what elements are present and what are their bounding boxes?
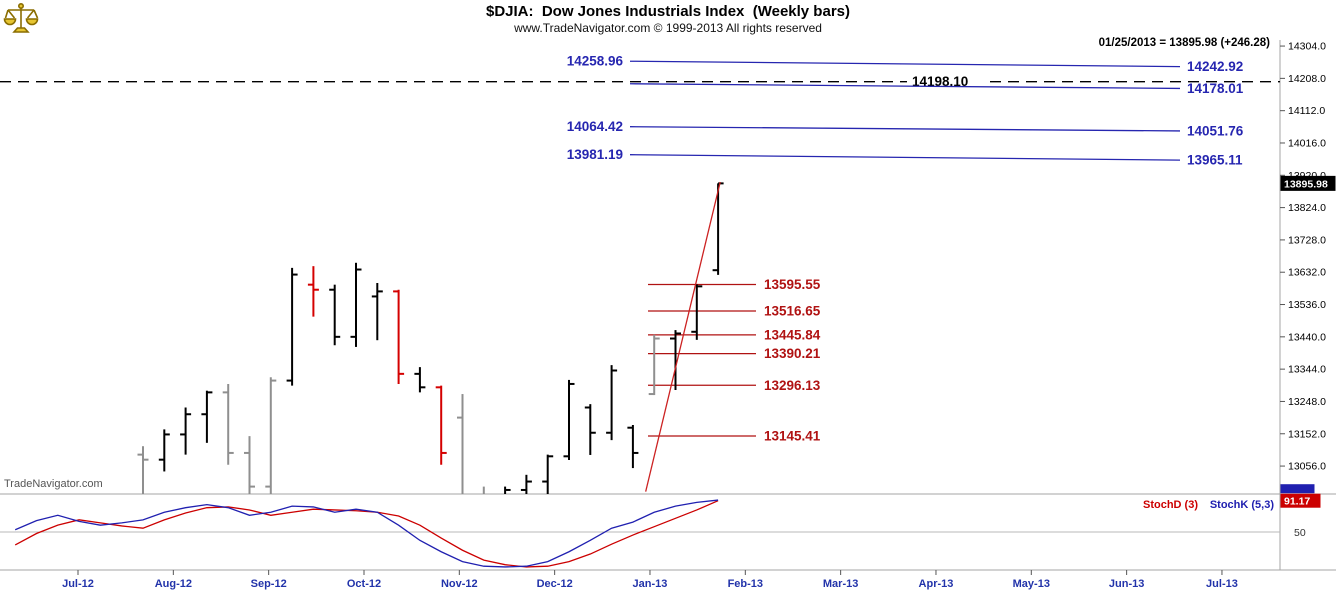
y-axis-label: 14208.0 <box>1288 73 1326 85</box>
month-label: Jul-13 <box>1206 578 1238 590</box>
watermark: TradeNavigator.com <box>4 478 103 490</box>
y-axis-label: 13536.0 <box>1288 299 1326 311</box>
resistance-left-label: 14064.42 <box>567 119 623 134</box>
y-axis-label: 13152.0 <box>1288 428 1326 440</box>
month-label: Sep-12 <box>251 578 287 590</box>
tradenavigator-logo <box>2 1 40 37</box>
scales-icon <box>3 2 39 33</box>
month-label: Jul-12 <box>62 578 94 590</box>
y-axis-label: 13728.0 <box>1288 234 1326 246</box>
last-price-label: 13895.98 <box>1284 178 1328 190</box>
quote-info: 01/25/2013 = 13895.98 (+246.28) <box>1098 37 1270 49</box>
y-axis-label: 13824.0 <box>1288 202 1326 214</box>
stochd-line <box>14 500 719 568</box>
resistance-line <box>629 154 1181 161</box>
dashed-line-label: 14198.10 <box>912 74 968 89</box>
month-label: Jan-13 <box>633 578 668 590</box>
resistance-line <box>629 60 1181 68</box>
y-axis-label: 13344.0 <box>1288 364 1326 376</box>
stochk-line <box>14 499 719 568</box>
resistance-right-label: 14051.76 <box>1187 123 1244 138</box>
stoch-gridline-label: 50 <box>1294 527 1306 539</box>
y-axis-label: 13440.0 <box>1288 331 1326 343</box>
stochk-label: StochK (5,3) <box>1210 499 1275 511</box>
month-label: Jun-13 <box>1109 578 1144 590</box>
month-label: Apr-13 <box>919 578 954 590</box>
month-label: Nov-12 <box>441 578 478 590</box>
month-label: Aug-12 <box>155 578 192 590</box>
y-axis-label: 14016.0 <box>1288 137 1326 149</box>
resistance-left-label: 14258.96 <box>567 54 624 69</box>
support-line-label: 13390.21 <box>764 346 821 361</box>
support-line-label: 13595.55 <box>764 277 821 292</box>
resistance-right-label: 13965.11 <box>1187 153 1243 168</box>
support-line-label: 13296.13 <box>764 378 821 393</box>
resistance-right-label: 14178.01 <box>1187 81 1244 96</box>
stochd-label: StochD (3) <box>1143 499 1198 511</box>
trend-line <box>645 181 721 492</box>
resistance-right-label: 14242.92 <box>1187 59 1243 74</box>
bars-group <box>137 181 724 494</box>
stochd-value-label: 91.17 <box>1284 496 1310 508</box>
y-axis-label: 13056.0 <box>1288 461 1326 473</box>
month-label: Dec-12 <box>537 578 573 590</box>
last-price-box <box>1280 175 1336 191</box>
stochd-value-box <box>1280 493 1321 508</box>
resistance-line <box>629 126 1181 132</box>
support-line-label: 13145.41 <box>764 428 821 443</box>
y-axis-label: 14112.0 <box>1288 105 1325 117</box>
resistance-left-label: 13981.19 <box>567 147 623 162</box>
y-axis-label: 13248.0 <box>1288 396 1326 408</box>
copyright-line: www.TradeNavigator.com © 1999-2013 All r… <box>514 21 822 35</box>
month-label: May-13 <box>1013 578 1050 590</box>
support-line-label: 13445.84 <box>764 327 821 342</box>
y-axis-label: 13632.0 <box>1288 267 1326 279</box>
chart-title: $DJIA: Dow Jones Industrials Index (Week… <box>486 3 850 20</box>
month-label: Oct-12 <box>347 578 381 590</box>
month-label: Feb-13 <box>728 578 763 590</box>
support-line-label: 13516.65 <box>764 304 821 319</box>
month-label: Mar-13 <box>823 578 858 590</box>
resistance-line <box>629 83 1181 90</box>
stochk-value-box <box>1280 484 1315 494</box>
y-axis-label: 14304.0 <box>1288 41 1326 53</box>
